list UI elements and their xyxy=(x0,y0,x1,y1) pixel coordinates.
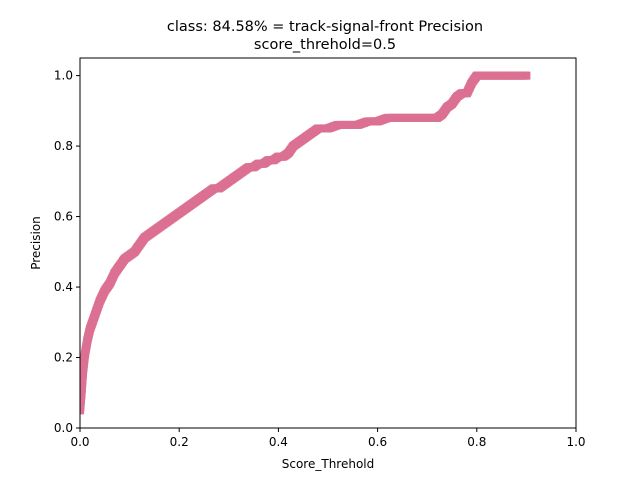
data-series xyxy=(80,71,531,415)
y-tick-label: 0.0 xyxy=(54,421,73,435)
x-tick-label: 1.0 xyxy=(566,435,585,449)
x-axis-ticks: 0.0 0.2 0.4 0.6 0.8 1.0 xyxy=(70,428,586,449)
y-tick-label: 0.8 xyxy=(54,139,73,153)
y-axis-label: Precision xyxy=(29,216,43,270)
data-point xyxy=(522,71,531,80)
y-tick-label: 0.2 xyxy=(54,351,73,365)
y-axis-ticks: 0.0 0.2 0.4 0.6 0.8 1.0 xyxy=(54,69,80,435)
x-tick-label: 0.4 xyxy=(269,435,288,449)
y-tick-label: 0.4 xyxy=(54,280,73,294)
x-axis-label: Score_Threhold xyxy=(282,457,375,471)
plot-area xyxy=(80,71,531,415)
x-tick-label: 0.6 xyxy=(368,435,387,449)
chart-title-line1: class: 84.58% = track-signal-front Preci… xyxy=(167,19,483,35)
x-tick-label: 0.0 xyxy=(70,435,89,449)
y-tick-label: 0.6 xyxy=(54,210,73,224)
chart-title-line2: score_threhold=0.5 xyxy=(254,37,396,53)
x-tick-label: 0.2 xyxy=(170,435,189,449)
axes-frame xyxy=(79,57,577,429)
x-tick-label: 0.8 xyxy=(467,435,486,449)
y-tick-label: 1.0 xyxy=(54,69,73,83)
